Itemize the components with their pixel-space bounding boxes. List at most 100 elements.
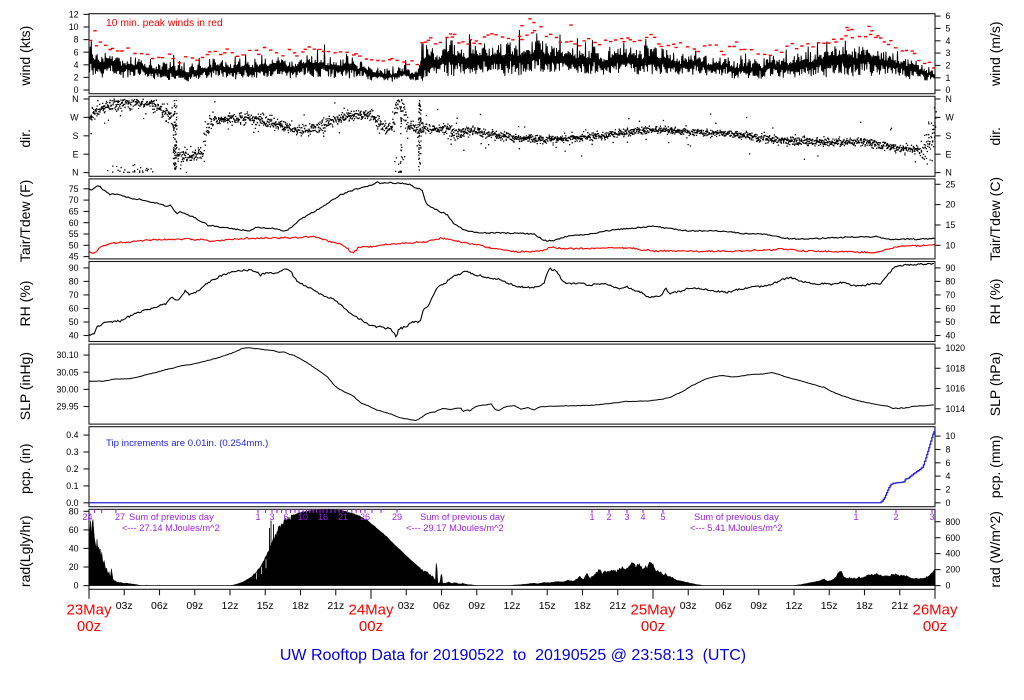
svg-text:10 min. peak winds in red: 10 min. peak winds in red [106,18,223,29]
svg-text:03z: 03z [398,600,415,612]
svg-text:pcp. (in): pcp. (in) [17,443,33,494]
svg-text:0.0: 0.0 [66,498,78,508]
svg-text:23May: 23May [66,602,112,619]
svg-text:25May: 25May [630,602,676,619]
svg-text:0.2: 0.2 [66,464,78,474]
svg-text:4: 4 [74,60,79,70]
svg-text:03z: 03z [116,600,133,612]
svg-text:30.00: 30.00 [56,385,78,395]
svg-text:70: 70 [69,290,79,300]
svg-text:E: E [946,149,952,159]
svg-text:15z: 15z [821,600,838,612]
svg-text:60: 60 [946,304,956,314]
svg-text:600: 600 [946,533,961,543]
svg-text:21z: 21z [609,600,626,612]
svg-text:24May: 24May [348,602,394,619]
svg-text:90: 90 [69,263,79,273]
svg-text:<--- 27.14 MJoules/m^2: <--- 27.14 MJoules/m^2 [122,523,220,533]
svg-text:0: 0 [946,498,951,508]
svg-text:27: 27 [115,512,125,522]
svg-text:30.05: 30.05 [56,367,78,377]
svg-text:3: 3 [269,512,274,522]
svg-text:0: 0 [946,581,951,591]
svg-text:30.10: 30.10 [56,350,78,360]
svg-text:29.95: 29.95 [56,402,78,412]
svg-text:80: 80 [946,277,956,287]
svg-text:09z: 09z [750,600,767,612]
svg-text:Tip increments are 0.01in. (0.: Tip increments are 0.01in. (0.254mm.) [106,438,268,449]
svg-text:Tair/Tdew (C): Tair/Tdew (C) [987,177,1003,261]
svg-text:06z: 06z [715,600,732,612]
svg-text:70: 70 [946,290,956,300]
svg-text:6: 6 [74,47,79,57]
svg-text:50: 50 [69,317,79,327]
svg-text:N: N [72,168,78,178]
svg-text:0.4: 0.4 [66,430,78,440]
svg-text:S: S [73,131,79,141]
svg-text:12z: 12z [786,600,803,612]
svg-text:2: 2 [893,512,898,522]
svg-text:4: 4 [640,512,645,522]
svg-text:3: 3 [946,48,951,58]
svg-text:10: 10 [69,22,79,32]
svg-text:<--- 5.41 MJoules/m^2: <--- 5.41 MJoules/m^2 [690,523,782,533]
svg-text:24: 24 [82,512,92,522]
svg-text:0.1: 0.1 [66,481,78,491]
svg-text:29: 29 [392,512,402,522]
svg-text:1: 1 [255,512,260,522]
svg-text:55: 55 [69,229,79,239]
svg-text:16: 16 [318,512,328,522]
svg-text:10: 10 [298,512,308,522]
svg-text:RH (%): RH (%) [987,279,1003,325]
svg-text:50: 50 [69,240,79,250]
svg-text:50: 50 [946,317,956,327]
svg-text:2: 2 [946,485,951,495]
svg-text:00z: 00z [923,618,947,635]
svg-text:SLP (inHg): SLP (inHg) [17,352,33,420]
svg-text:1018: 1018 [946,363,966,373]
svg-text:Sum of previous day: Sum of previous day [129,512,214,522]
svg-text:80: 80 [69,277,79,287]
svg-text:E: E [73,149,79,159]
svg-text:75: 75 [69,184,79,194]
svg-text:dir.: dir. [987,127,1003,146]
svg-text:2: 2 [74,73,79,83]
svg-text:00z: 00z [359,618,383,635]
svg-text:1: 1 [589,512,594,522]
svg-text:0.3: 0.3 [66,447,78,457]
svg-text:21z: 21z [891,600,908,612]
svg-text:21: 21 [338,512,348,522]
svg-text:rad (W/m^2): rad (W/m^2) [987,511,1003,588]
svg-text:UW Rooftop Data for 20190522: UW Rooftop Data for 20190522 to 20190525… [280,647,746,664]
svg-text:N: N [946,168,952,178]
svg-text:pcp. (mm): pcp. (mm) [987,435,1003,498]
svg-text:15z: 15z [539,600,556,612]
svg-text:1020: 1020 [946,343,966,353]
svg-text:00z: 00z [641,618,665,635]
svg-text:03z: 03z [680,600,697,612]
svg-text:2: 2 [606,512,611,522]
svg-text:40: 40 [946,331,956,341]
svg-text:26May: 26May [912,602,958,619]
svg-text:1: 1 [946,73,951,83]
svg-text:2: 2 [946,61,951,71]
svg-text:40: 40 [69,544,79,554]
svg-text:18z: 18z [292,600,309,612]
svg-text:RH (%): RH (%) [17,281,33,327]
svg-text:5: 5 [946,24,951,34]
svg-text:18z: 18z [856,600,873,612]
svg-text:S: S [946,131,952,141]
svg-text:12z: 12z [504,600,521,612]
svg-text:<--- 29.17 MJoules/m^2: <--- 29.17 MJoules/m^2 [406,523,504,533]
svg-text:26: 26 [360,512,370,522]
svg-text:5: 5 [660,512,665,522]
svg-text:09z: 09z [468,600,485,612]
svg-text:20: 20 [69,562,79,572]
svg-text:12: 12 [69,10,79,20]
svg-text:0: 0 [946,85,951,95]
svg-text:65: 65 [69,207,79,217]
svg-text:dir.: dir. [17,129,33,148]
svg-text:15: 15 [946,220,956,230]
svg-text:W: W [70,113,79,123]
svg-text:Sum of previous day: Sum of previous day [420,512,505,522]
